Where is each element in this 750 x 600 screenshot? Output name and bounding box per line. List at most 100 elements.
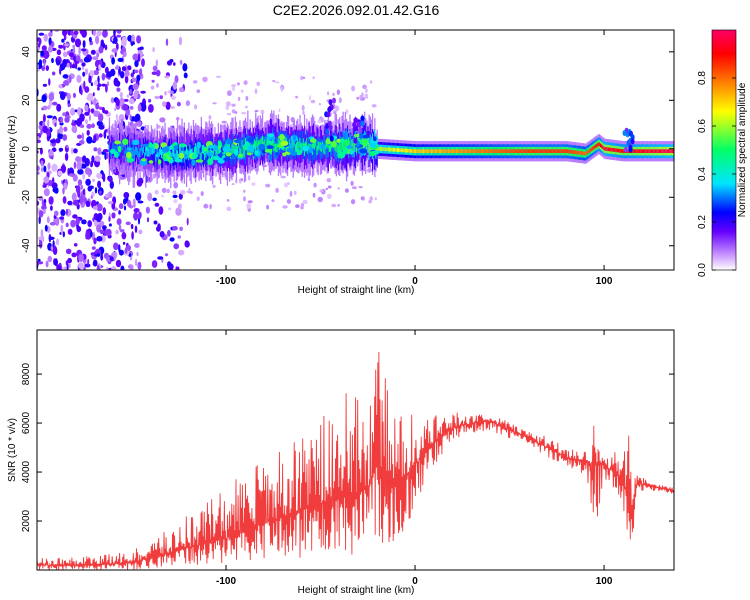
- spectrogram-noise-cell: [96, 203, 103, 212]
- snr-x-tick-label: 100: [596, 576, 613, 587]
- spectrogram-noise-cell: [350, 199, 356, 205]
- spectrogram-ridge-cell: [208, 144, 216, 149]
- spectrogram-ridge-cell: [185, 145, 188, 156]
- spectrogram-noise-cell: [118, 203, 124, 210]
- spectrogram-noise-cell: [179, 59, 183, 65]
- spectrogram-ridge-cell: [412, 149, 415, 153]
- spectrogram-noise-cell: [178, 203, 182, 210]
- spectrogram-ridge-cell: [458, 149, 460, 153]
- spectrogram-ridge-cell: [443, 149, 445, 153]
- spectrogram-ridge-cell: [621, 149, 623, 153]
- spectrogram-ridge-cell: [536, 149, 538, 153]
- spectrogram-ridge-cell: [124, 144, 126, 155]
- spectrogram-noise-cell: [72, 174, 78, 182]
- spectrogram-noise-cell: [82, 40, 86, 49]
- spectrogram-noise-cell: [48, 92, 55, 101]
- spectrogram-ridge-cell: [359, 148, 368, 154]
- spectrogram-noise-cell: [310, 99, 316, 104]
- spectrogram-ridge-cell: [632, 149, 635, 153]
- spectrogram-noise-cell: [98, 124, 105, 130]
- spectrogram-noise-cell: [137, 261, 142, 270]
- spectrogram-noise-cell: [178, 36, 183, 46]
- spectrogram-ridge-cell: [214, 143, 216, 161]
- spectrogram-ridge-cell: [136, 146, 138, 154]
- spectrogram-noise-cell: [93, 237, 97, 245]
- spectrogram-ridge-cell: [198, 143, 200, 154]
- spectrogram-ridge-cell: [162, 155, 167, 160]
- spectrogram-noise-cell: [79, 113, 85, 122]
- spectrogram-noise-cell: [115, 98, 120, 107]
- spectrogram-noise-cell: [173, 243, 179, 250]
- spectrogram-noise-cell: [38, 239, 43, 249]
- spectrogram-noise-cell: [165, 38, 169, 46]
- spectrogram-ridge-cell: [170, 151, 172, 163]
- spectrogram-ridge-cell: [246, 152, 252, 156]
- spectrogram-noise-cell: [154, 202, 160, 207]
- spectrogram-ridge-cell: [546, 149, 548, 153]
- spectrogram-noise-cell: [40, 129, 43, 135]
- spectrogram-ridge-cell: [628, 146, 633, 153]
- spectrogram-ridge-cell: [213, 148, 215, 156]
- spectrogram-ridge-cell: [348, 137, 350, 146]
- spectrogram-ridge-cell: [120, 144, 122, 165]
- spectrogram-ridge-cell: [233, 145, 235, 154]
- spectrogram-noise-cell: [75, 217, 80, 225]
- spectrogram-noise-cell: [85, 231, 92, 240]
- colorbar-ticks: 0.0 0.2 0.4 0.6 0.8: [697, 71, 736, 277]
- spectrogram-ridge-cell: [300, 143, 302, 153]
- spectrogram-ridge-cell: [441, 149, 443, 153]
- spectrogram-ridge-cell: [127, 142, 129, 153]
- spectrogram-ridge-cell: [671, 149, 673, 153]
- spectrogram-ridge-cell: [141, 158, 147, 162]
- spectrogram-noise-cell: [76, 74, 82, 83]
- spectrogram-ridge-cell: [523, 149, 526, 153]
- spectrogram-noise-cell: [243, 80, 248, 85]
- spectrogram-ridge-cell: [222, 145, 231, 153]
- spectrogram-ridge-cell: [670, 149, 672, 153]
- spectrogram-ridge-cell: [486, 149, 488, 153]
- spectrogram-ridge-cell: [329, 135, 334, 142]
- spectrogram-ridge-cell: [284, 136, 286, 145]
- spectrogram-noise-cell: [131, 77, 137, 83]
- snr-panel: -100 0 100 2000 4000 6000 8000 Height of strai…: [7, 329, 675, 596]
- spectrogram-noise-cell: [78, 46, 81, 55]
- spectrogram-ridge-cell: [178, 143, 187, 148]
- spectrogram-noise-cell: [46, 216, 50, 224]
- spectrogram-ridge-cell: [318, 142, 320, 150]
- spectrogram-noise-cell: [73, 161, 77, 169]
- spectrogram-ridge-cell: [485, 149, 487, 153]
- spectrogram-noise-cell: [278, 108, 281, 113]
- spectrogram-ridge-cell: [348, 139, 350, 159]
- spectrogram-ridge-cell: [447, 149, 450, 153]
- spectrogram-ridge-cell: [267, 145, 274, 149]
- spectrogram-noise-cell: [133, 208, 140, 213]
- spectrogram-ridge-cell: [272, 138, 274, 149]
- spectrogram-noise-cell: [244, 105, 248, 109]
- spectrogram-ridge-cell: [241, 142, 243, 160]
- spectrogram-ridge-cell: [196, 141, 201, 149]
- colorbar-tick-label: 0.8: [697, 71, 708, 85]
- spectrogram-ridge-cell: [353, 141, 356, 152]
- spectrogram-noise-cell: [123, 205, 127, 211]
- spectrogram-noise-cell: [94, 80, 99, 86]
- snr-y-tick-label: 4000: [21, 460, 32, 483]
- spectrogram-noise-cell: [117, 57, 124, 63]
- spectrogram-ridge-cell: [516, 149, 518, 153]
- spectrogram-noise-cell: [134, 243, 140, 248]
- spectrogram-ridge-cell: [570, 149, 572, 154]
- spectrogram-ridge-cell: [294, 144, 297, 153]
- spectrogram-ridge-cell: [360, 120, 365, 127]
- spectrogram-ridge-cell: [178, 144, 180, 163]
- spectrogram-ridge-cell: [534, 149, 536, 153]
- spectrogram-noise-cell: [319, 189, 324, 192]
- spectrogram-noise-cell: [111, 57, 115, 65]
- spectrogram-ridge-cell: [492, 149, 494, 153]
- spectrogram-noise-cell: [115, 42, 119, 51]
- spectrogram-ridge-cell: [639, 149, 641, 153]
- spectrogram-noise-cell: [43, 176, 50, 184]
- spectrogram-noise-cell: [93, 147, 98, 152]
- spectrogram-noise-cell: [106, 254, 109, 262]
- spectrogram-noise-cell: [73, 30, 79, 35]
- spectrogram-ridge-cell: [196, 146, 198, 156]
- spectrogram-noise-cell: [225, 101, 231, 107]
